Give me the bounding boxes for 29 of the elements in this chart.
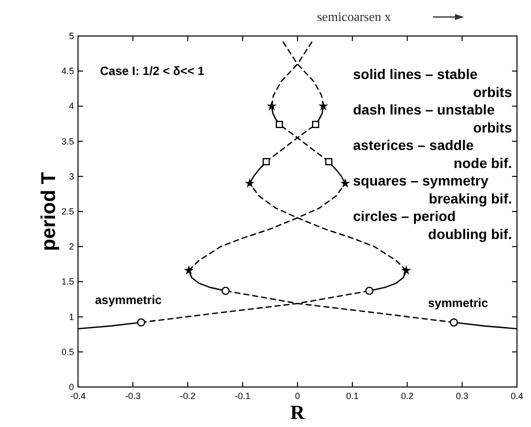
y-tick-label: 1 [68,312,74,322]
annotation: Case I: 1/2 < δ<< 1 [100,64,205,78]
annotation: symmetric [428,296,488,310]
y-tick-label: 4 [68,101,74,112]
x-tick-label: 0.1 [346,391,359,401]
x-tick-label: 0.4 [510,391,524,401]
y-tick-label: 0.5 [61,346,74,357]
x-tick-label: 0.3 [456,391,468,401]
x-tick-label: -0.3 [125,391,141,401]
x-tick-label: 0 [294,391,300,401]
x-tick-label: 0.2 [400,391,414,401]
y-tick-label: 3 [68,171,74,182]
text: semicoarsen x [317,9,392,24]
y-tick-label: 5 [68,31,74,41]
annotation: circles – period doubling bif. [353,208,512,242]
y-tick-label: 2 [68,242,74,252]
x-axis-title: R [290,402,306,424]
y-tick-label: 0 [68,382,74,392]
y-tick-label: 1.5 [61,276,74,287]
y-tick-label: 3.5 [61,136,74,146]
y-tick-label: 4.5 [61,66,74,76]
y-tick-label: 2.5 [61,206,74,216]
annotation: squares – symmetry breaking bif. [353,172,512,206]
annotation: asterices – saddle node bif. [353,137,512,171]
x-tick-label: -0.1 [234,391,250,401]
x-tick-label: -0.2 [180,391,196,401]
x-tick-label: -0.4 [70,391,86,401]
y-axis-title: period T [38,172,60,251]
annotation: asymmetric [95,293,162,307]
